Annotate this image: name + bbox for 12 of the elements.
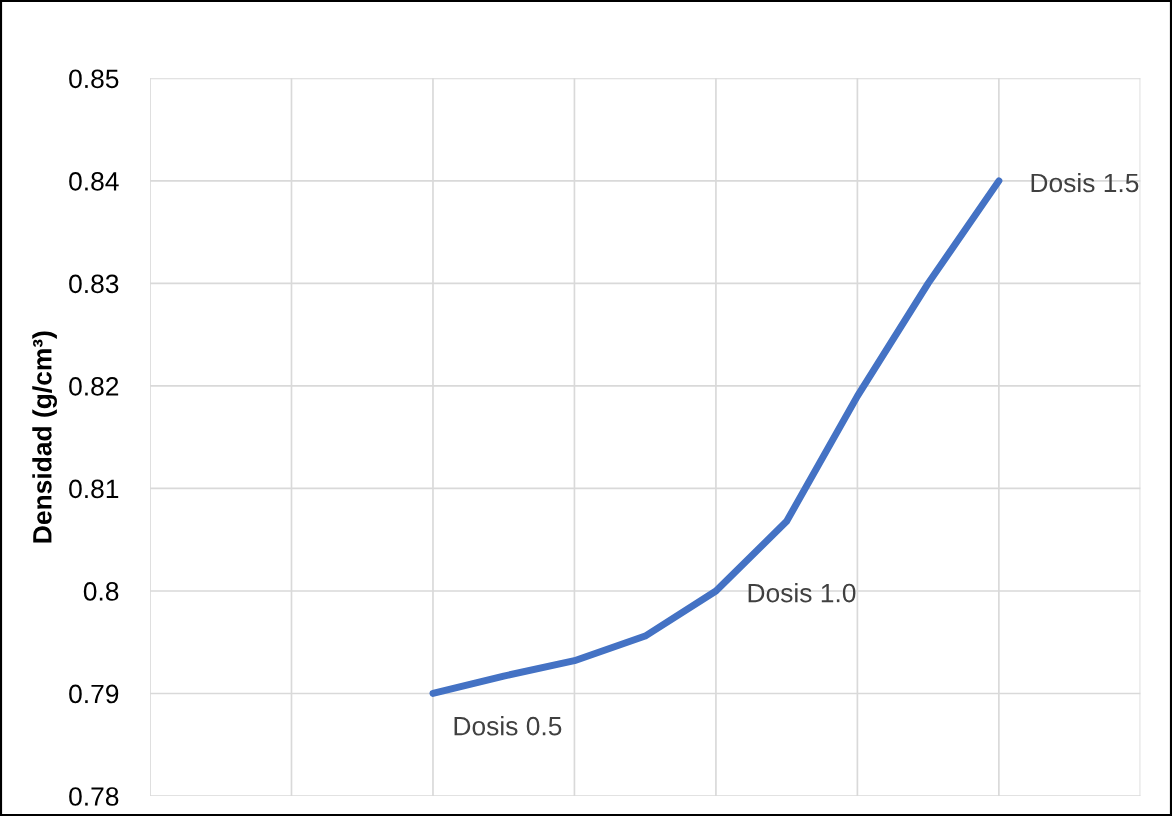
y-tick-label: 0.84 bbox=[69, 172, 119, 191]
y-tick-label: 0.78 bbox=[69, 787, 119, 806]
y-tick-label: 0.8 bbox=[83, 582, 119, 601]
y-tick-label: 0.82 bbox=[69, 377, 119, 396]
y-tick-label: 0.81 bbox=[69, 479, 119, 499]
y-tick-label: 0.79 bbox=[69, 684, 119, 704]
annotation: Dosis 1.5 bbox=[1031, 172, 1139, 193]
annotation: Dosis 0.5 bbox=[454, 716, 562, 736]
annotation: Dosis 1.0 bbox=[748, 583, 856, 603]
y-tick-label: 0.85 bbox=[69, 69, 119, 89]
y-tick-label: 0.83 bbox=[69, 274, 119, 294]
y-axis-title: Densidad (g/cm³) bbox=[32, 331, 57, 543]
